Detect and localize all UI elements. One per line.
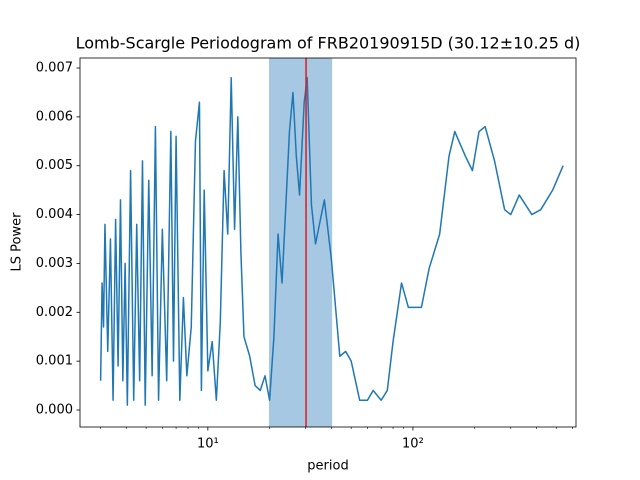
line-series xyxy=(99,77,564,406)
y-tick-label: 0.005 xyxy=(36,158,73,173)
plot-frame xyxy=(79,57,577,428)
y-tick-label: 0.002 xyxy=(36,305,73,320)
y-axis-label: LS Power xyxy=(10,212,25,272)
highlight-span xyxy=(269,58,333,427)
x-axis-label: period xyxy=(307,459,348,474)
y-tick-label: 0.007 xyxy=(36,61,73,76)
x-tick-label: 10² xyxy=(402,437,424,452)
chart-title: Lomb-Scargle Periodogram of FRB20190915D… xyxy=(76,34,581,53)
y-tick-label: 0.001 xyxy=(36,354,73,369)
y-tick-label: 0.003 xyxy=(36,256,73,271)
y-tick-label: 0.004 xyxy=(36,207,73,222)
y-tick-label: 0.000 xyxy=(36,402,73,417)
x-tick-label: 10¹ xyxy=(197,437,219,452)
y-tick-label: 0.006 xyxy=(36,109,73,124)
